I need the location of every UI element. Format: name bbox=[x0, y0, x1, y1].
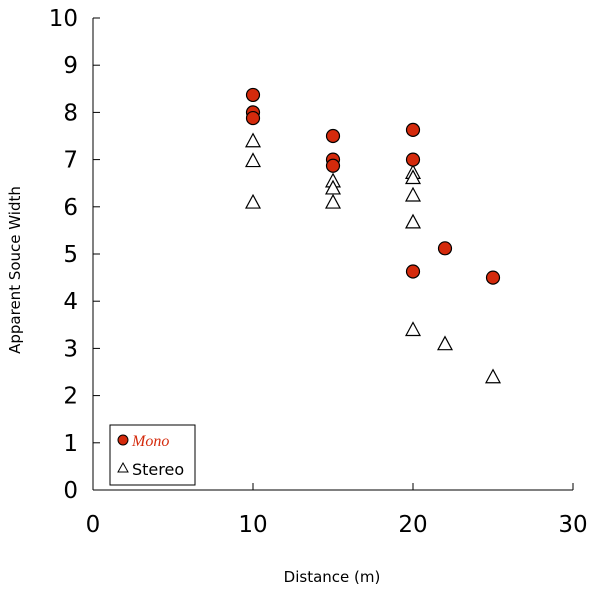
x-tick-label: 0 bbox=[86, 512, 101, 538]
legend-mono-label: Mono bbox=[131, 433, 169, 450]
legend-stereo-marker bbox=[117, 461, 129, 473]
mono-point bbox=[405, 264, 421, 279]
mono-point bbox=[485, 270, 501, 285]
x-tick-label: 10 bbox=[238, 512, 267, 538]
mono-point bbox=[405, 152, 421, 167]
legend-stereo-label: Stereo bbox=[132, 460, 184, 479]
mono-point bbox=[325, 158, 341, 173]
mono-point bbox=[437, 241, 453, 256]
stereo-point bbox=[404, 321, 422, 337]
x-tick-label: 20 bbox=[398, 512, 427, 538]
mono-point bbox=[245, 87, 261, 103]
mono-point bbox=[245, 110, 261, 126]
y-tick-label: 2 bbox=[63, 384, 78, 410]
y-tick-label: 5 bbox=[63, 242, 78, 268]
mono-point bbox=[405, 122, 421, 137]
y-tick-label: 6 bbox=[63, 195, 78, 221]
y-axis-title: Apparent Souce Width bbox=[6, 186, 24, 354]
ticks: 0 1 2 3 4 5 6 7 8 9 10 0 10 20 30 bbox=[49, 6, 588, 538]
y-tick-label: 7 bbox=[63, 148, 78, 174]
mono-point bbox=[325, 128, 341, 144]
stereo-point bbox=[324, 193, 342, 209]
stereo-point bbox=[244, 132, 262, 148]
stereo-point bbox=[404, 169, 422, 185]
stereo-point bbox=[404, 213, 422, 229]
legend-mono-marker bbox=[117, 434, 129, 446]
x-tick-label: 30 bbox=[558, 512, 587, 538]
legend: Mono Stereo bbox=[109, 424, 196, 486]
stereo-point bbox=[484, 368, 502, 384]
y-tick-label: 8 bbox=[63, 100, 78, 126]
axes bbox=[92, 18, 573, 491]
x-axis-title: Distance (m) bbox=[284, 568, 381, 586]
stereo-point bbox=[404, 186, 422, 202]
stereo-point bbox=[244, 152, 262, 168]
stereo-point bbox=[436, 335, 454, 351]
y-tick-label: 3 bbox=[63, 336, 78, 362]
data-marks bbox=[244, 87, 502, 384]
y-tick-label: 4 bbox=[63, 289, 78, 315]
y-tick-label: 9 bbox=[63, 53, 78, 79]
y-tick-label: 1 bbox=[63, 431, 78, 457]
stereo-point bbox=[244, 193, 262, 209]
y-tick-label: 10 bbox=[49, 6, 78, 32]
y-tick-label: 0 bbox=[63, 478, 78, 504]
